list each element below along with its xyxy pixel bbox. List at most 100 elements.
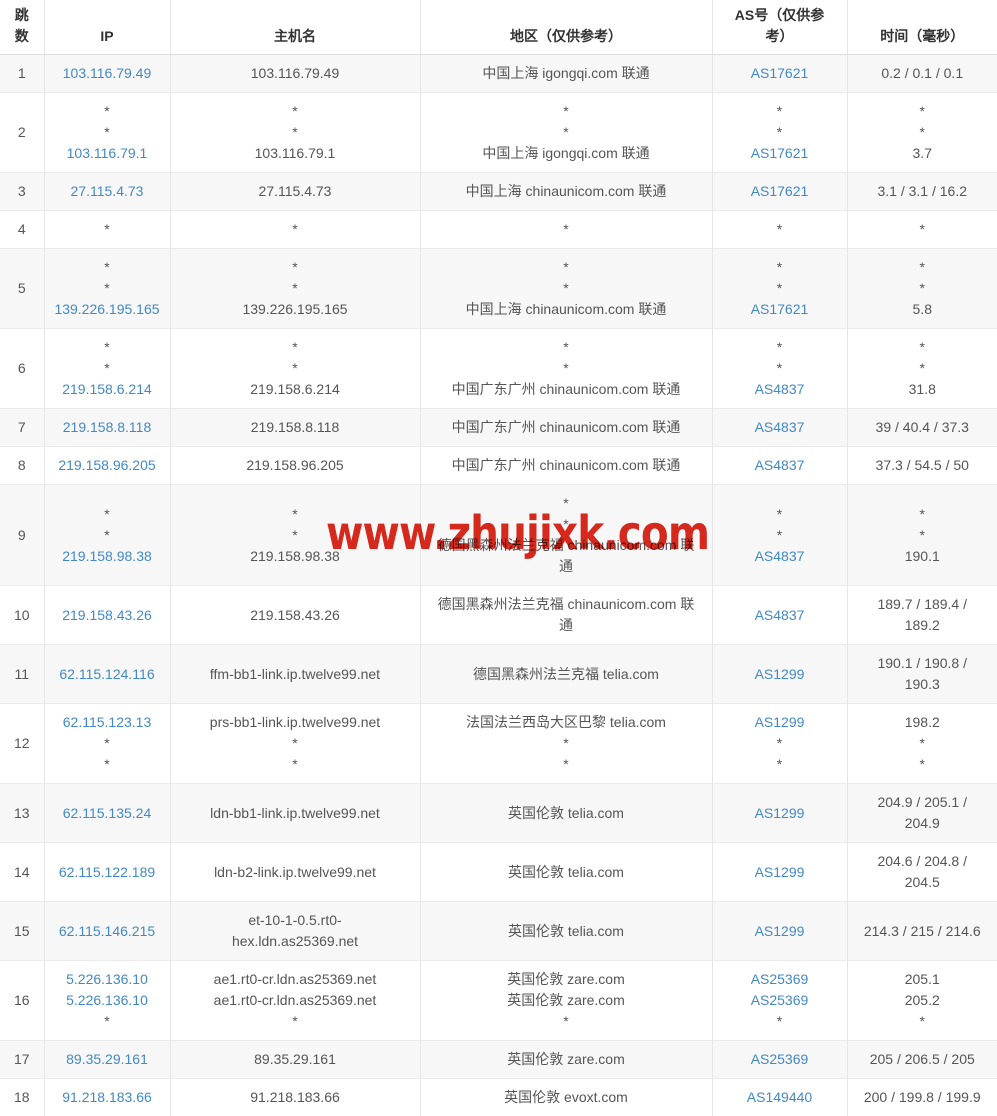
time-cell: * (847, 211, 997, 249)
region-cell: 中国上海 chinaunicom.com 联通 (420, 173, 712, 211)
asn-cell: * * AS4837 (712, 329, 847, 409)
hostname-text: 219.158.8.118 (179, 417, 412, 438)
asn-link[interactable]: AS25369 (721, 1049, 839, 1070)
ip-link[interactable]: 219.158.8.118 (53, 417, 162, 438)
region-cell: 法国法兰西岛大区巴黎 telia.com * * (420, 704, 712, 784)
region-text: 英国伦敦 zare.com (429, 990, 704, 1011)
latency-text: 3.1 / 3.1 / 16.2 (856, 181, 990, 202)
asn-link[interactable]: AS4837 (721, 379, 839, 400)
hostname-text: ae1.rt0-cr.ldn.as25369.net (179, 969, 412, 990)
ip-link[interactable]: 103.116.79.1 (53, 143, 162, 164)
latency-text: 5.8 (856, 299, 990, 320)
timeout-star: * (721, 278, 839, 299)
hostname-text: 89.35.29.161 (179, 1049, 412, 1070)
asn-link[interactable]: AS17621 (721, 299, 839, 320)
header-hostname: 主机名 (170, 0, 420, 55)
region-text: 德国黑森州法兰克福 chinaunicom.com 联 通 (429, 594, 704, 636)
timeout-star: * (429, 219, 704, 240)
hostname-text: 103.116.79.49 (179, 63, 412, 84)
table-row: 5 * * 139.226.195.165 * * 139.226.195.16… (0, 249, 997, 329)
hostname-text: 219.158.96.205 (179, 455, 412, 476)
ip-link[interactable]: 27.115.4.73 (53, 181, 162, 202)
region-text: 英国伦敦 telia.com (429, 803, 704, 824)
time-cell: 190.1 / 190.8 / 190.3 (847, 645, 997, 704)
ip-link[interactable]: 103.116.79.49 (53, 63, 162, 84)
region-cell: * (420, 211, 712, 249)
ip-link[interactable]: 219.158.6.214 (53, 379, 162, 400)
ip-link[interactable]: 5.226.136.10 (53, 969, 162, 990)
timeout-star: * (179, 257, 412, 278)
region-text: 英国伦敦 telia.com (429, 862, 704, 883)
ip-link[interactable]: 62.115.123.13 (53, 712, 162, 733)
hop-cell: 7 (0, 409, 44, 447)
asn-cell: AS4837 (712, 586, 847, 645)
asn-link[interactable]: AS25369 (721, 990, 839, 1011)
hostname-text: ae1.rt0-cr.ldn.as25369.net (179, 990, 412, 1011)
table-row: 2 * * 103.116.79.1 * * 103.116.79.1 * * … (0, 93, 997, 173)
timeout-star: * (179, 122, 412, 143)
asn-link[interactable]: AS17621 (721, 181, 839, 202)
asn-link[interactable]: AS1299 (721, 803, 839, 824)
asn-cell: * (712, 211, 847, 249)
ip-link[interactable]: 62.115.122.189 (53, 862, 162, 883)
ip-link[interactable]: 62.115.135.24 (53, 803, 162, 824)
asn-link[interactable]: AS4837 (721, 455, 839, 476)
asn-link[interactable]: AS149440 (721, 1087, 839, 1108)
region-text: 法国法兰西岛大区巴黎 telia.com (429, 712, 704, 733)
host-cell: ae1.rt0-cr.ldn.as25369.net ae1.rt0-cr.ld… (170, 961, 420, 1041)
asn-link[interactable]: AS1299 (721, 862, 839, 883)
ip-cell: 89.35.29.161 (44, 1041, 170, 1079)
table-row: 3 27.115.4.73 27.115.4.73 中国上海 chinaunic… (0, 173, 997, 211)
ip-cell: 219.158.96.205 (44, 447, 170, 485)
ip-cell: 62.115.122.189 (44, 843, 170, 902)
time-cell: 204.6 / 204.8 / 204.5 (847, 843, 997, 902)
asn-link[interactable]: AS25369 (721, 969, 839, 990)
hostname-text: ldn-bb1-link.ip.twelve99.net (179, 803, 412, 824)
region-text: 中国上海 chinaunicom.com 联通 (429, 181, 704, 202)
asn-cell: AS17621 (712, 173, 847, 211)
time-cell: * * 5.8 (847, 249, 997, 329)
hop-cell: 1 (0, 55, 44, 93)
asn-link[interactable]: AS17621 (721, 63, 839, 84)
timeout-star: * (53, 257, 162, 278)
asn-link[interactable]: AS1299 (721, 921, 839, 942)
host-cell: 89.35.29.161 (170, 1041, 420, 1079)
hop-cell: 15 (0, 902, 44, 961)
ip-link[interactable]: 5.226.136.10 (53, 990, 162, 1011)
hop-cell: 16 (0, 961, 44, 1041)
timeout-star: * (179, 219, 412, 240)
ip-cell: 62.115.146.215 (44, 902, 170, 961)
ip-link[interactable]: 219.158.43.26 (53, 605, 162, 626)
asn-link[interactable]: AS4837 (721, 546, 839, 567)
ip-link[interactable]: 62.115.146.215 (53, 921, 162, 942)
ip-link[interactable]: 219.158.98.38 (53, 546, 162, 567)
ip-link[interactable]: 139.226.195.165 (53, 299, 162, 320)
timeout-star: * (856, 278, 990, 299)
header-time: 时间（毫秒） (847, 0, 997, 55)
timeout-star: * (53, 504, 162, 525)
hop-cell: 9 (0, 485, 44, 586)
time-cell: * * 3.7 (847, 93, 997, 173)
table-row: 4 * * * * * (0, 211, 997, 249)
timeout-star: * (53, 358, 162, 379)
header-region: 地区（仅供参考） (420, 0, 712, 55)
latency-text: 3.7 (856, 143, 990, 164)
region-text: 中国广东广州 chinaunicom.com 联通 (429, 455, 704, 476)
ip-link[interactable]: 89.35.29.161 (53, 1049, 162, 1070)
asn-link[interactable]: AS4837 (721, 417, 839, 438)
ip-link[interactable]: 62.115.124.116 (53, 664, 162, 685)
asn-link[interactable]: AS17621 (721, 143, 839, 164)
asn-link[interactable]: AS1299 (721, 664, 839, 685)
table-row: 9 * * 219.158.98.38 * * 219.158.98.38 * … (0, 485, 997, 586)
time-cell: 214.3 / 215 / 214.6 (847, 902, 997, 961)
latency-text: 204.9 / 205.1 / 204.9 (856, 792, 990, 834)
ip-link[interactable]: 219.158.96.205 (53, 455, 162, 476)
timeout-star: * (721, 754, 839, 775)
hop-cell: 5 (0, 249, 44, 329)
ip-link[interactable]: 91.218.183.66 (53, 1087, 162, 1108)
asn-link[interactable]: AS4837 (721, 605, 839, 626)
asn-link[interactable]: AS1299 (721, 712, 839, 733)
timeout-star: * (721, 101, 839, 122)
hop-cell: 10 (0, 586, 44, 645)
